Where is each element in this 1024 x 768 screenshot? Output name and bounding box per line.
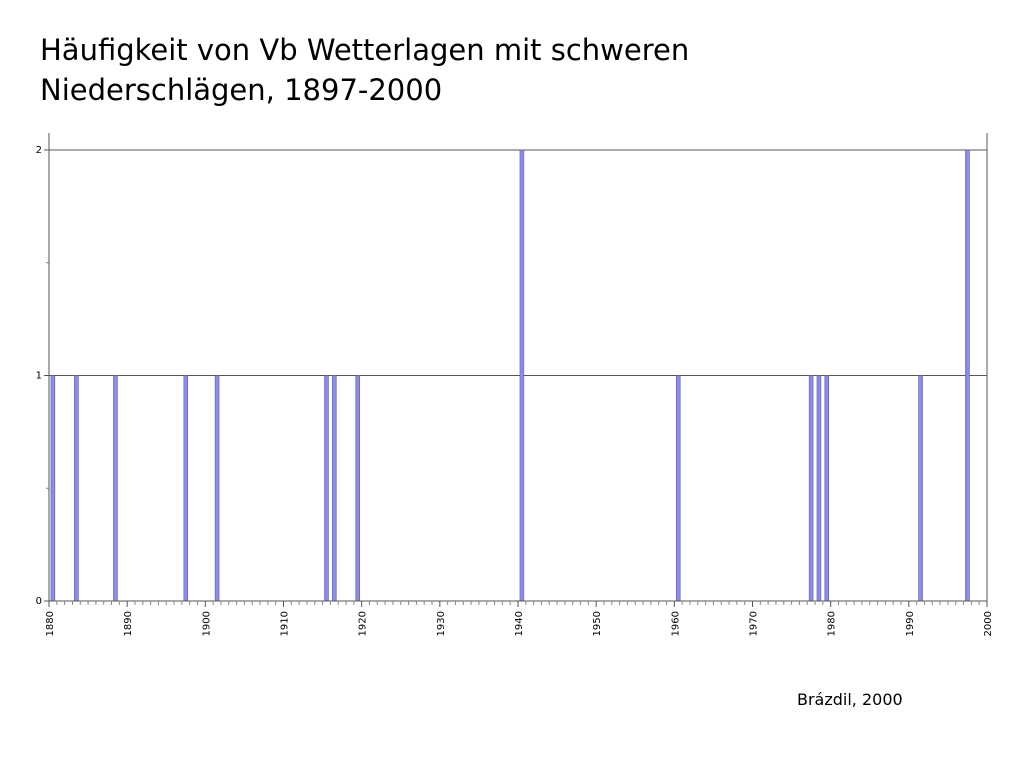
source-citation: Brázdil, 2000 bbox=[797, 690, 903, 709]
chart-title-line-2: Niederschlägen, 1897-2000 bbox=[40, 73, 443, 107]
x-tick-label-1970: 1970 bbox=[749, 611, 760, 636]
x-tick-label-1950: 1950 bbox=[592, 611, 603, 636]
x-tick-label-1960: 1960 bbox=[670, 611, 681, 636]
bar-1880 bbox=[50, 375, 56, 602]
bar-1915 bbox=[324, 375, 329, 602]
bar-1978 bbox=[816, 375, 822, 602]
bar-1940 bbox=[519, 149, 525, 602]
bar-1960 bbox=[675, 375, 681, 602]
bar-1997 bbox=[965, 149, 970, 602]
x-tick-label-1940: 1940 bbox=[514, 611, 525, 636]
bar-1919 bbox=[355, 375, 361, 602]
bar-1991 bbox=[918, 375, 923, 602]
chart-title: Häufigkeit von Vb Wetterlagen mit schwer… bbox=[40, 30, 940, 110]
x-tick-label-1890: 1890 bbox=[123, 611, 134, 636]
x-tick-label-1980: 1980 bbox=[827, 611, 838, 636]
x-tick-label-1930: 1930 bbox=[436, 611, 447, 636]
bar-1901 bbox=[214, 375, 220, 602]
bar-1888 bbox=[113, 375, 118, 602]
bar-1977 bbox=[808, 375, 814, 602]
x-tick-label-1920: 1920 bbox=[358, 611, 369, 636]
bar-1916 bbox=[332, 375, 337, 602]
y-tick-label-2: 2 bbox=[36, 145, 42, 156]
chart-title-line-1: Häufigkeit von Vb Wetterlagen mit schwer… bbox=[40, 33, 690, 67]
y-tick-label-0: 0 bbox=[36, 596, 42, 607]
y-tick-label-1: 1 bbox=[36, 371, 42, 382]
x-tick-label-2000: 2000 bbox=[983, 611, 994, 636]
x-tick-label-1900: 1900 bbox=[201, 611, 212, 636]
bar-1979 bbox=[824, 375, 830, 602]
x-tick-label-1910: 1910 bbox=[280, 611, 291, 636]
x-tick-label-1990: 1990 bbox=[905, 611, 916, 636]
x-tick-label-1880: 1880 bbox=[45, 611, 56, 636]
bar-1897 bbox=[183, 375, 189, 602]
bar-1883 bbox=[74, 375, 79, 602]
